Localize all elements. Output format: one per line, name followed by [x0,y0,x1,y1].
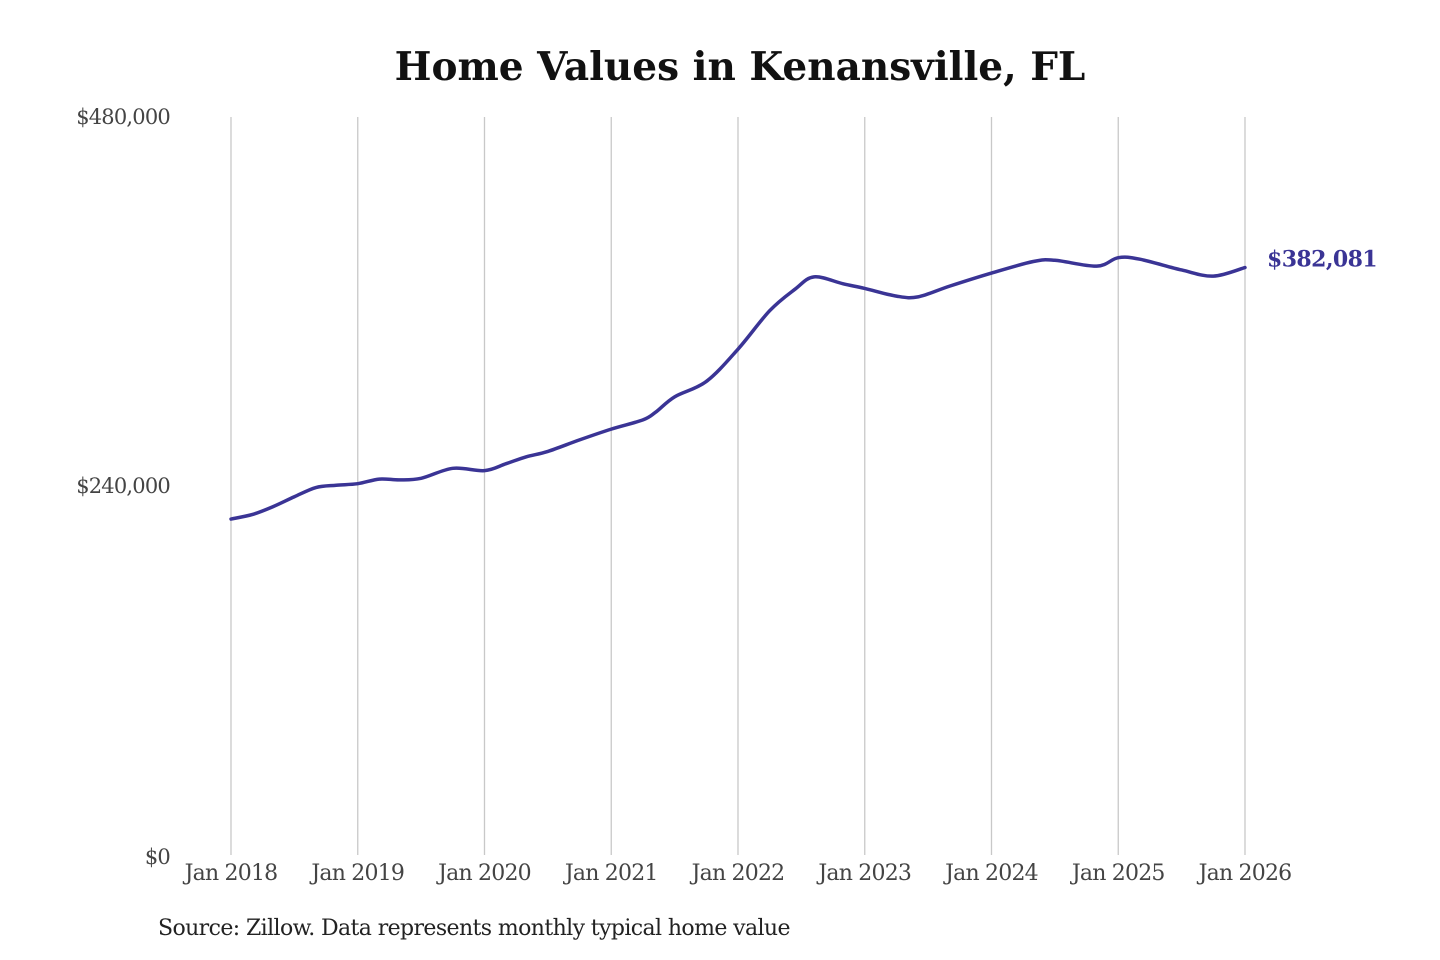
series-line-home-value [229,255,1247,521]
chart-title: Home Values in Kenansville, FL [394,44,1086,90]
x-tick-label: Jan 2023 [816,861,911,886]
x-tick-label: Jan 2021 [563,861,658,886]
x-tick-label: Jan 2018 [183,861,278,886]
y-tick-label: $240,000 [76,474,170,498]
x-tick-label: Jan 2026 [1197,861,1292,886]
x-tick-label: Jan 2025 [1070,861,1165,886]
x-tick-label: Jan 2024 [943,861,1038,886]
x-tick-label: Jan 2022 [690,861,785,886]
source-note: Source: Zillow. Data represents monthly … [158,916,791,941]
end-value-label: $382,081 [1267,247,1377,273]
x-tick-label: Jan 2019 [309,861,404,886]
x-tick-label: Jan 2020 [436,861,531,886]
y-tick-label: $480,000 [76,105,170,129]
y-tick-label: $0 [145,845,170,869]
